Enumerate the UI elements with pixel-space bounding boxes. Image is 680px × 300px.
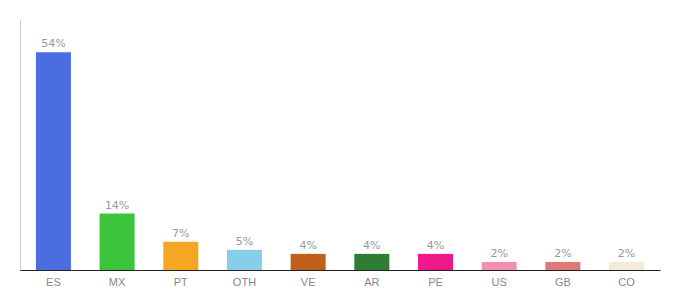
x-tick: ES (46, 276, 61, 288)
bar (163, 242, 198, 270)
x-tick-label: GB (555, 276, 571, 288)
x-tick: AR (364, 276, 379, 288)
x-tick: PT (174, 276, 188, 288)
data-label: 14% (105, 199, 129, 212)
x-tick: MX (109, 276, 126, 288)
x-tick: OTH (233, 276, 256, 288)
data-label: 5% (236, 235, 253, 248)
bar (227, 250, 262, 270)
x-axis-line (21, 270, 661, 271)
bar (36, 52, 71, 270)
bar (100, 214, 135, 270)
data-label: 7% (172, 227, 189, 240)
bar (545, 262, 580, 270)
y-axis (20, 21, 21, 271)
x-axis: ES MX PT OTH VE AR PE US GB CO (21, 271, 661, 288)
chart: ES MX PT OTH VE AR PE US GB CO 54% 14% 7% 5% 4% 4% 4% 2% 2… (0, 0, 680, 300)
bar (482, 262, 517, 270)
x-tick-label: ES (46, 276, 61, 288)
x-tick: US (492, 276, 507, 288)
data-labels: 54% 14% 7% 5% 4% 4% 4% 2% 2% 2% (41, 37, 635, 260)
x-tick-label: OTH (233, 276, 256, 288)
x-tick: PE (428, 276, 443, 288)
x-tick-label: CO (618, 276, 635, 288)
x-tick: VE (301, 276, 316, 288)
x-tick-label: US (492, 276, 507, 288)
bar (609, 262, 644, 270)
bar (291, 254, 326, 270)
x-tick-label: AR (364, 276, 379, 288)
x-tick-label: PE (428, 276, 443, 288)
data-label: 4% (427, 239, 444, 252)
bar (354, 254, 389, 270)
data-label: 2% (490, 247, 507, 260)
bar (418, 254, 453, 270)
x-tick: CO (618, 276, 635, 288)
data-label: 4% (363, 239, 380, 252)
bars (36, 52, 644, 270)
data-label: 4% (299, 239, 316, 252)
data-label: 54% (41, 37, 65, 50)
data-label: 2% (618, 247, 635, 260)
x-tick-label: VE (301, 276, 316, 288)
data-label: 2% (554, 247, 571, 260)
x-tick-label: PT (174, 276, 188, 288)
plot: ES MX PT OTH VE AR PE US GB CO 54% 14% 7% 5% 4% 4% 4% 2% 2… (21, 21, 661, 288)
y-axis-line (20, 21, 21, 271)
x-tick: GB (555, 276, 571, 288)
x-tick-label: MX (109, 276, 126, 288)
